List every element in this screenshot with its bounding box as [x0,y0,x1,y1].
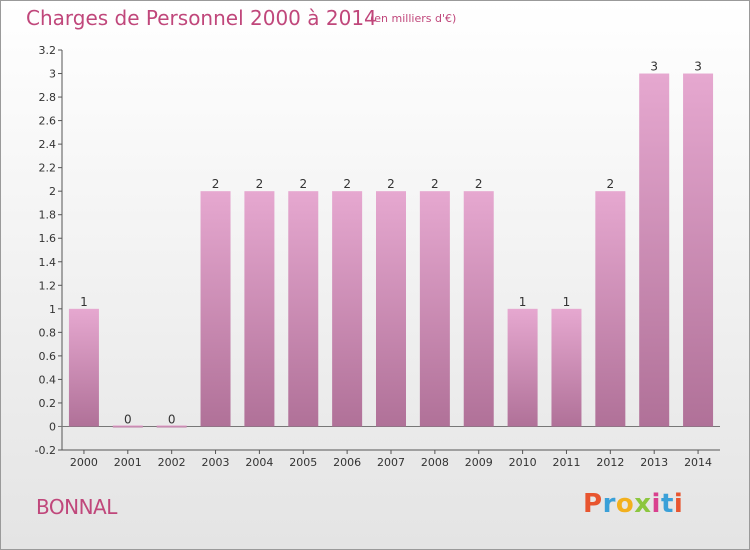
y-tick-label: 1.6 [39,232,57,245]
logo-letter: o [615,489,635,519]
y-tick-label: 3.2 [39,44,57,57]
logo-letter: P [583,489,603,519]
bar-2012 [595,191,626,427]
logo-letter: t [660,489,674,519]
bar-2013 [639,73,670,427]
bar-2007 [376,191,406,427]
bar-2006 [332,191,363,427]
y-tick-label: 1.2 [39,279,57,292]
data-label-2003: 2 [212,177,220,191]
bar-2003 [200,191,231,427]
bar-2004 [244,191,275,427]
y-tick-label: 2.8 [39,91,57,104]
data-label-2014: 3 [694,60,702,74]
bar-2008 [419,191,450,427]
y-tick-label: 2.4 [39,138,57,151]
x-axis: 2000 2001 2002 2003 2004 2005 2006 2007 2008 2009… [58,425,720,469]
y-tick-label: 2.6 [39,115,57,128]
y-tick-label: 2 [49,185,56,198]
y-tick-label: 0.6 [39,350,57,363]
commune-name: BONNAL [36,495,117,519]
x-tick-label: 2013 [640,456,668,469]
data-label-2006: 2 [343,177,351,191]
y-tick-label: 1.8 [39,209,57,222]
x-tick-label: 2006 [333,456,361,469]
data-label-2004: 2 [256,177,264,191]
bar-2001 [112,425,143,428]
bar-2005 [288,191,319,427]
y-tick-label: 0.2 [39,397,57,410]
y-tick-label: 0.8 [39,326,57,339]
x-tick-label: 2003 [202,456,230,469]
data-label-2005: 2 [299,177,307,191]
x-tick-label: 2009 [465,456,493,469]
data-label-2007: 2 [387,177,395,191]
logo-letter: i [651,489,661,519]
x-tick-label: 2004 [245,456,273,469]
y-tick-label: -0.2 [35,444,56,457]
data-label-2009: 2 [475,177,483,191]
y-tick-label: 2.2 [39,162,57,175]
logo-letter: x [634,489,652,519]
proxiti-logo: Proxiti [583,489,683,519]
x-tick-label: 2011 [552,456,580,469]
x-tick-label: 2010 [509,456,537,469]
bars [68,73,714,428]
x-tick-label: 2001 [114,456,142,469]
bar-2000 [68,308,99,427]
y-tick-label: 0 [49,420,56,433]
x-tick-label: 2008 [421,456,449,469]
bar-2011 [551,308,582,427]
y-axis: -0.2 0 0.2 0.4 0.6 0.8 1 1.2 1.4 1.6 1.8 2 2.2 2.4 2.6… [35,44,63,457]
logo-letter: i [673,489,684,519]
x-tick-label: 2000 [70,456,98,469]
bar-2009 [463,191,494,427]
data-label-2011: 1 [563,295,571,309]
bar-2002 [156,425,187,428]
data-label-2013: 3 [650,60,658,74]
data-label-2010: 1 [519,295,527,309]
x-tick-label: 2005 [289,456,317,469]
data-label-2012: 2 [607,177,615,191]
data-labels: 1 0 0 2 2 2 2 2 2 2 1 1 2 3 3 [80,60,702,427]
x-tick-label: 2002 [158,456,186,469]
data-label-2001: 0 [124,412,132,426]
y-tick-label: 0.4 [39,373,57,386]
x-tick-label: 2014 [684,456,712,469]
y-tick-label: 1 [49,303,56,316]
y-tick-label: 3 [49,68,56,81]
data-label-2008: 2 [431,177,439,191]
data-label-2002: 0 [168,412,176,426]
data-label-2000: 1 [80,295,88,309]
bar-2014 [683,73,714,427]
bar-2010 [507,308,538,427]
chart-subtitle: (en milliers d'€) [370,12,457,25]
x-tick-label: 2012 [596,456,624,469]
chart-title: Charges de Personnel 2000 à 2014 [26,6,377,30]
logo-letter: r [602,489,616,519]
y-tick-label: 1.4 [39,256,57,269]
x-tick-label: 2007 [377,456,405,469]
